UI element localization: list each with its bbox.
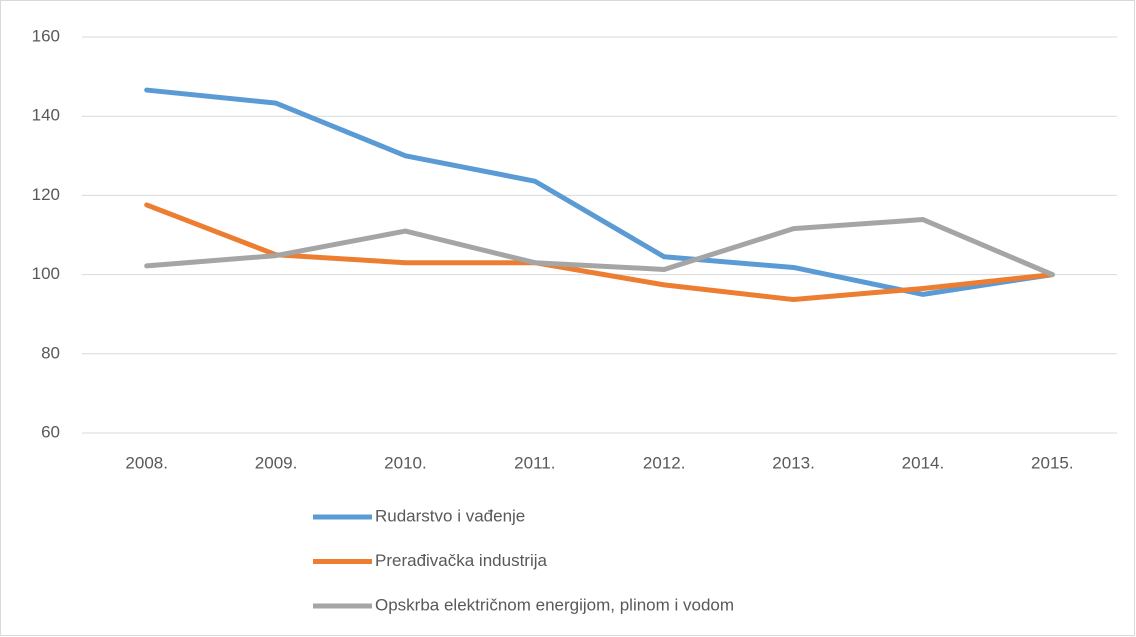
x-tick-label: 2008. [125,453,168,472]
series-line [144,202,1055,303]
x-tick-label: 2011. [514,453,555,472]
legend-label: Prerađivačka industrija [375,551,548,570]
x-tick-label: 2013. [772,453,815,472]
legend-label: Rudarstvo i vađenje [375,506,525,525]
legend-label: Opskrba električnom energijom, plinom i … [375,595,734,614]
x-tick-label: 2012. [643,453,686,472]
x-tick-label: 2015. [1031,453,1074,472]
y-tick-label: 100 [32,264,60,283]
x-tick-label: 2009. [255,453,298,472]
y-tick-label: 120 [32,185,60,204]
y-tick-label: 160 [32,26,60,45]
x-tick-label: 2010. [384,453,427,472]
y-tick-label: 60 [41,422,60,441]
series-line [144,217,1055,278]
y-tick-label: 140 [32,106,60,125]
x-tick-label: 2014. [902,453,945,472]
y-tick-label: 80 [41,343,60,362]
